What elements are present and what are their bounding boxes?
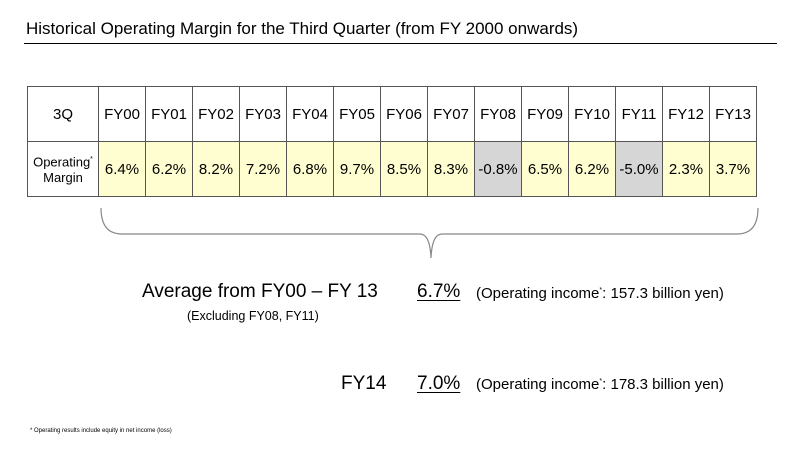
average-note: (Excluding FY08, FY11) [187,309,319,323]
margin-cell: 6.8% [286,141,334,197]
year-header: FY02 [192,86,240,142]
row-label-line1: Operating [33,154,91,170]
income-suffix: : 157.3 billion yen) [602,285,724,302]
row-label: Operating* Margin [27,141,99,197]
year-header: FY01 [145,86,193,142]
title-divider [24,43,777,44]
income-suffix: : 178.3 billion yen) [602,376,724,393]
page-title: Historical Operating Margin for the Thir… [26,19,579,38]
income-prefix: (Operating income [476,376,600,393]
margin-cell: 6.2% [145,141,193,197]
year-header: FY08 [474,86,522,142]
year-header: FY03 [239,86,287,142]
footnote: * Operating results include equity in ne… [30,428,172,434]
year-header: FY00 [98,86,146,142]
average-income: (Operating income*: 157.3 billion yen) [476,285,724,302]
margin-cell: 6.2% [568,141,616,197]
year-header: FY04 [286,86,334,142]
fy14-label: FY14 [341,373,387,394]
year-header: FY10 [568,86,616,142]
margin-cell-excluded: -5.0% [615,141,663,197]
margin-cell: 3.7% [709,141,757,197]
margin-cell: 2.3% [662,141,710,197]
average-label: Average from FY00 – FY 13 [142,281,378,302]
table-header-row: 3Q FY00 FY01 FY02 FY03 FY04 FY05 FY06 FY… [27,86,757,142]
operating-margin-table: 3Q FY00 FY01 FY02 FY03 FY04 FY05 FY06 FY… [27,86,757,197]
table-row: Operating* Margin 6.4% 6.2% 8.2% 7.2% 6.… [27,141,757,197]
fy14-income: (Operating income*: 178.3 billion yen) [476,376,724,393]
footnote-mark: * [599,378,603,385]
income-prefix: (Operating income [476,285,600,302]
row-label-line2: Margin [43,170,83,186]
average-value: 6.7% [417,281,461,302]
year-header: FY13 [709,86,757,142]
margin-cell: 7.2% [239,141,287,197]
margin-cell: 8.3% [427,141,475,197]
footnote-mark: * [90,155,93,163]
margin-cell: 6.4% [98,141,146,197]
fy14-value: 7.0% [417,373,461,394]
quarter-label: 3Q [27,86,99,142]
year-header: FY12 [662,86,710,142]
margin-cell: 6.5% [521,141,569,197]
margin-cell: 8.2% [192,141,240,197]
footnote-mark: * [599,287,603,294]
margin-cell: 8.5% [380,141,428,197]
year-header: FY09 [521,86,569,142]
